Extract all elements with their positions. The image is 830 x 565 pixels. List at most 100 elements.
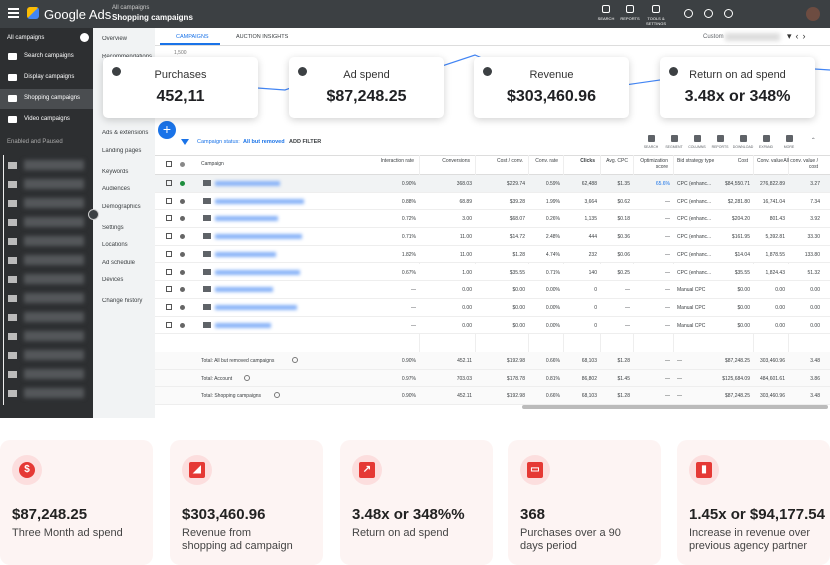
table-cell: 1,878.55 [765, 251, 785, 258]
toolbar-icon[interactable] [763, 135, 770, 142]
tab[interactable]: CAMPAIGNS [176, 34, 209, 40]
toolbar-icon[interactable] [648, 135, 655, 142]
row-status [180, 251, 185, 257]
table-cell: 0 [594, 304, 597, 311]
table-cell: $229.74 [506, 181, 525, 187]
nav-item[interactable]: Settings [102, 225, 124, 231]
blurred-campaign [24, 198, 84, 208]
nav-item[interactable]: Keywords [102, 169, 129, 175]
row-checkbox[interactable] [166, 250, 172, 257]
total-label: Total: Shopping campaigns [201, 393, 262, 400]
table-cell: $1.28 [617, 393, 630, 400]
column-header[interactable]: Conv. value [756, 158, 783, 164]
table-cell: CPC (enhanc... [677, 269, 712, 276]
table-cell: 0.00 [810, 304, 820, 311]
add-filter[interactable]: ADD FILTER [289, 139, 322, 145]
help-icon [243, 374, 250, 381]
sidebar-item[interactable]: Shopping campaigns [24, 95, 81, 101]
sidebar-item[interactable]: Video campaigns [24, 116, 70, 122]
tool-icon[interactable] [652, 5, 660, 13]
sidebar-item[interactable]: Search campaigns [24, 53, 74, 59]
table-cell: $0.00 [737, 304, 750, 311]
row-checkbox[interactable] [166, 180, 172, 186]
table-cell: 11.00 [459, 251, 472, 258]
table-cell: 3.27 [810, 181, 820, 187]
table-cell: 86,802 [581, 375, 597, 382]
toolbar-icon[interactable] [694, 135, 701, 142]
row-checkbox[interactable] [166, 303, 172, 310]
nav-item[interactable]: Ad schedule [102, 260, 136, 266]
menu-icon [8, 8, 19, 10]
sidebar-icon [8, 276, 17, 283]
column-header[interactable]: Interaction rate [380, 158, 414, 164]
header-icon[interactable] [724, 9, 733, 18]
stat-icon: ◢ [182, 455, 212, 485]
toolbar-icon[interactable] [717, 135, 724, 142]
column-header[interactable]: Conversions [442, 158, 470, 164]
nav-item[interactable]: Landing pages [102, 148, 142, 154]
table-cell: 0.66% [545, 393, 560, 400]
row-checkbox[interactable] [166, 321, 172, 328]
header-icon[interactable] [704, 9, 713, 18]
sidebar-icon [8, 95, 17, 102]
table-row [155, 228, 830, 246]
column-header[interactable]: Campaign [201, 161, 224, 167]
row-checkbox[interactable] [166, 197, 172, 204]
table-cell: — [665, 234, 670, 241]
nav-item[interactable]: Ads & extensions [102, 130, 149, 136]
table-cell: 140 [588, 269, 597, 276]
table-cell: $0.18 [617, 216, 630, 223]
avatar [806, 7, 820, 21]
table-cell: 0.00 [810, 322, 820, 329]
toolbar-icon[interactable] [786, 135, 793, 142]
scope-toggle [80, 33, 89, 42]
table-cell: $35.55 [509, 269, 525, 276]
tool-icon[interactable] [602, 5, 610, 13]
column-header[interactable]: Cost [737, 158, 748, 164]
tab[interactable]: AUCTION INSIGHTS [236, 34, 289, 40]
row-checkbox[interactable] [166, 268, 172, 275]
nav-item[interactable]: Demographics [102, 204, 141, 210]
sidebar-icon [8, 53, 17, 60]
stat-card: ▮ 1.45x or $94,177.54 Increase in revenue … [677, 440, 830, 565]
blue-add-button[interactable]: + [158, 121, 176, 139]
table-cell: 444 [588, 234, 597, 241]
toolbar-icon[interactable] [740, 135, 747, 142]
nav-item[interactable]: Devices [102, 277, 124, 283]
column-header[interactable]: Cost / conv. [496, 158, 523, 164]
column-header[interactable]: All conv. value / cost [783, 158, 818, 170]
row-checkbox[interactable] [166, 286, 172, 293]
column-header[interactable]: Clicks [580, 158, 595, 164]
tool-icon[interactable] [626, 5, 634, 13]
table-cell: 0.26% [545, 216, 560, 223]
table-cell: $0.25 [617, 269, 630, 276]
nav-item[interactable]: Change history [102, 298, 143, 304]
kpi-dot [112, 67, 121, 76]
column-header[interactable]: Conv. rate [535, 158, 558, 164]
row-checkbox[interactable] [166, 233, 172, 240]
row-checkbox[interactable] [166, 215, 172, 222]
column-header[interactable]: Avg. CPC [606, 158, 628, 164]
collapse-button[interactable] [88, 209, 99, 220]
column-header[interactable]: Bid strategy type [677, 158, 715, 164]
sidebar-item[interactable]: Display campaigns [24, 74, 75, 80]
sidebar-icon [8, 116, 17, 123]
blurred-campaign [24, 255, 84, 265]
date-range[interactable]: Custom [703, 34, 724, 40]
table-cell: $84,550.71 [724, 181, 750, 187]
kpi-label: Return on ad spend [689, 69, 786, 81]
table-cell: 0.90% [401, 358, 416, 364]
table-row [155, 387, 830, 406]
nav-item[interactable]: Overview [102, 36, 128, 42]
toolbar-icon[interactable] [671, 135, 678, 142]
nav-item[interactable]: Audiences [102, 186, 131, 192]
header-icon[interactable] [684, 9, 693, 18]
table-cell: $0.00 [512, 304, 525, 311]
campaign-icon [203, 215, 211, 222]
column-header[interactable]: Optimization score [640, 158, 668, 170]
column-divider [3, 155, 4, 405]
kpi-value: $87,248.25 [326, 88, 407, 105]
nav-item[interactable]: Locations [102, 242, 128, 248]
table-cell: 0.90% [401, 181, 416, 187]
